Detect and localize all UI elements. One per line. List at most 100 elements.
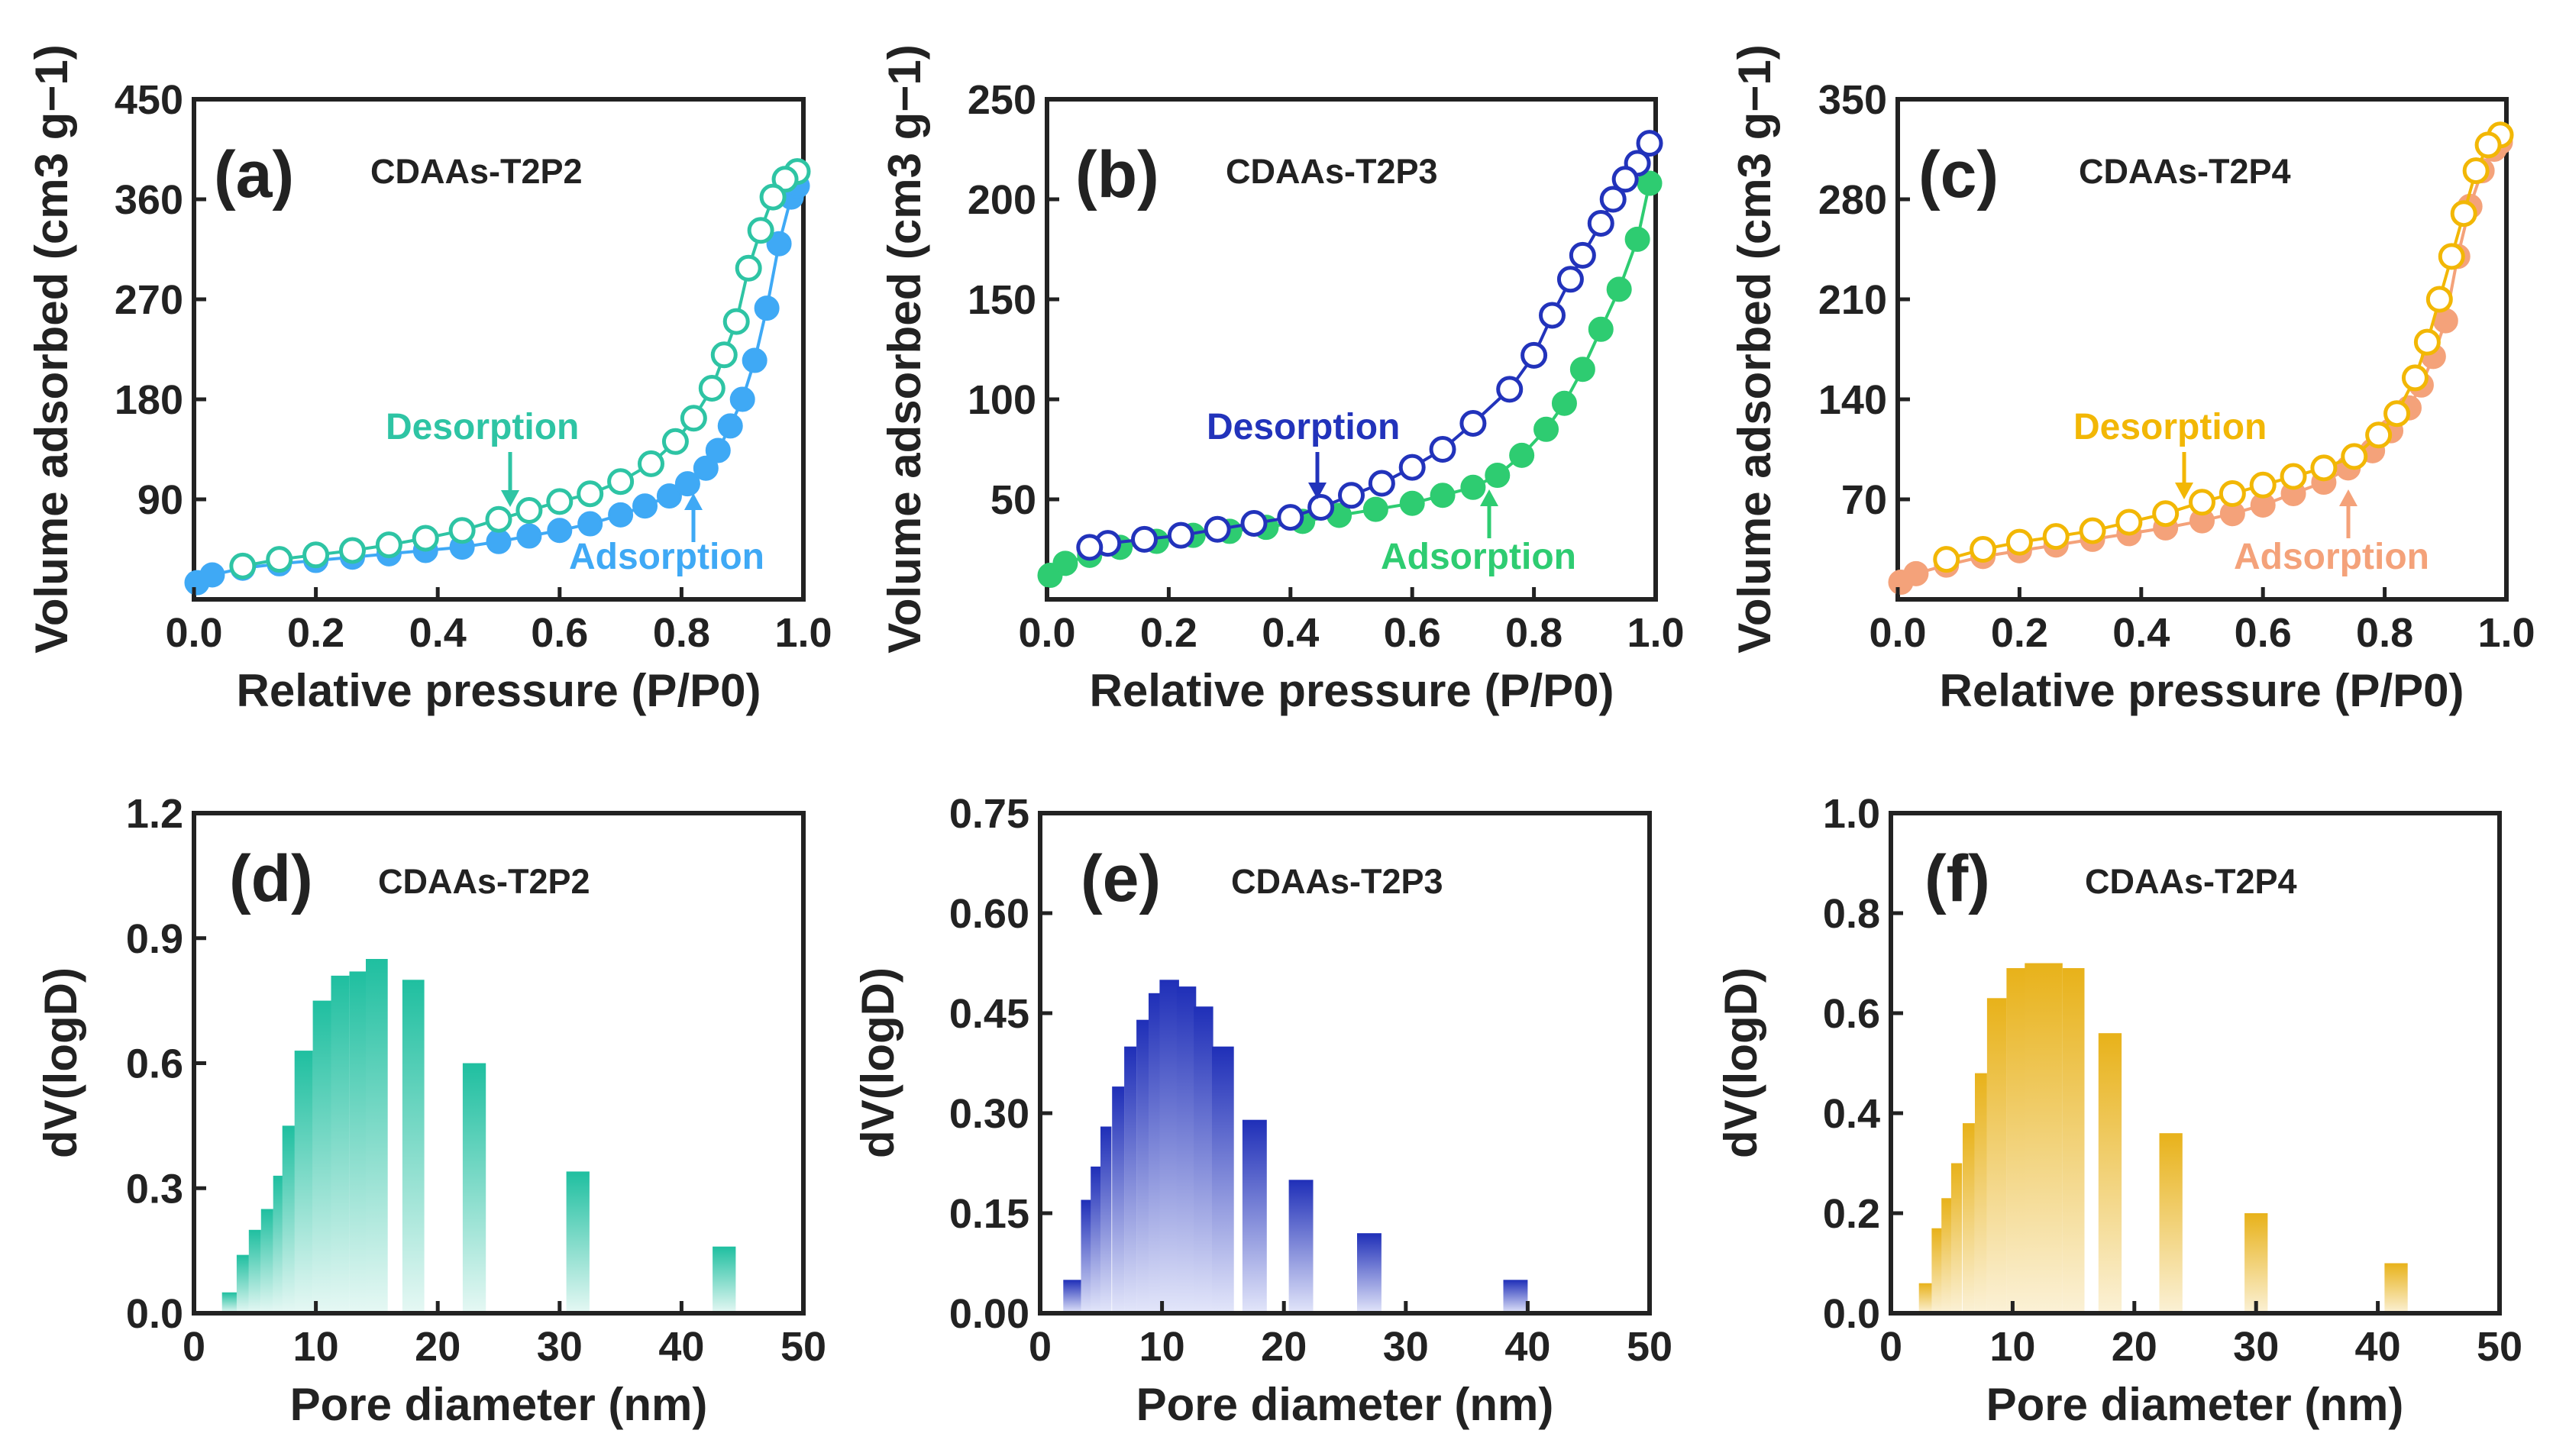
y-tick-label: 1.2 — [126, 791, 183, 837]
adsorption-point — [486, 528, 512, 554]
adsorption-point — [199, 562, 225, 588]
histogram-bar — [2025, 963, 2044, 1313]
y-tick-label: 0.8 — [1823, 891, 1880, 937]
adsorption-annotation: Adsorption — [569, 537, 764, 577]
x-tick-label: 0.0 — [1869, 610, 1926, 656]
adsorption-point — [717, 413, 743, 439]
histogram-bar — [1212, 1046, 1234, 1313]
x-tick-label: 40 — [658, 1324, 704, 1370]
x-tick-label: 1.0 — [1627, 610, 1684, 656]
adsorption-point — [577, 511, 603, 537]
desorption-point — [577, 480, 604, 508]
desorption-point — [722, 308, 750, 335]
histogram-bar — [1159, 980, 1179, 1313]
y-tick-label: 280 — [1818, 177, 1887, 223]
y-axis-label: Volume adsorbed (cm3 g−1) — [1729, 44, 1780, 653]
x-axis-label: Relative pressure (P/P0) — [1940, 665, 2464, 716]
x-tick-label: 40 — [2355, 1324, 2401, 1370]
histogram-bar — [260, 1209, 273, 1313]
desorption-point — [2219, 480, 2246, 508]
histogram-bar — [2244, 1213, 2268, 1313]
desorption-point — [375, 531, 402, 559]
desorption-point — [2474, 131, 2502, 159]
y-axis-label: dV(logD) — [1715, 967, 1766, 1158]
y-tick-label: 450 — [115, 77, 183, 123]
desorption-point — [1556, 266, 1584, 293]
adsorption-point — [705, 437, 731, 463]
desorption-point — [266, 546, 293, 573]
x-tick-label: 0.2 — [1991, 610, 2048, 656]
x-tick-label: 0.0 — [1018, 610, 1075, 656]
desorption-point — [1496, 376, 1524, 403]
desorption-point — [2152, 500, 2180, 528]
plot-frame — [1038, 811, 1652, 1316]
y-tick-label: 100 — [968, 377, 1036, 423]
y-tick-label: 360 — [115, 177, 183, 223]
adsorption-point — [1533, 416, 1559, 442]
x-tick-label: 1.0 — [2477, 610, 2535, 656]
histogram-bar — [294, 1051, 313, 1313]
x-tick-label: 50 — [2477, 1324, 2522, 1370]
histogram-bar — [1357, 1233, 1382, 1313]
adsorption-point — [1052, 550, 1078, 576]
bars-f — [1918, 963, 2408, 1313]
panel-label: (d) — [229, 842, 313, 915]
adsorption-point — [2432, 308, 2458, 334]
adsorption-arrowhead — [2339, 489, 2357, 506]
x-tick-label: 1.0 — [774, 610, 832, 656]
ticks-b: 0.0 0.2 0.4 0.6 0.8 1.0 50 100 150 200 250 — [968, 77, 1685, 656]
x-tick-label: 0 — [1029, 1324, 1052, 1370]
adsorption-point — [608, 502, 634, 528]
histogram-bar — [1081, 1199, 1092, 1313]
y-tick-label: 90 — [137, 477, 183, 523]
desorption-point — [448, 517, 476, 544]
histogram-bar — [2098, 1033, 2122, 1313]
adsorption-point — [632, 493, 658, 519]
x-tick-label: 30 — [537, 1324, 583, 1370]
x-tick-label: 0.2 — [1140, 610, 1197, 656]
y-tick-label: 0.2 — [1823, 1191, 1880, 1237]
desorption-point — [2280, 463, 2307, 490]
y-axis-label: dV(logD) — [35, 967, 86, 1158]
desorption-point — [2115, 508, 2143, 536]
desorption-point — [1277, 504, 1304, 531]
desorption-point — [2249, 471, 2277, 499]
ticks-c: 0.0 0.2 0.4 0.6 0.8 1.0 70 140 210 280 350 — [1818, 77, 2535, 656]
desorption-point — [1167, 521, 1194, 549]
histogram-bar — [713, 1246, 736, 1313]
y-tick-label: 180 — [115, 377, 183, 423]
desorption-point — [1636, 130, 1663, 157]
sample-title: CDAAs-T2P3 — [1231, 862, 1443, 901]
y-tick-label: 0.15 — [949, 1191, 1029, 1237]
adsorption-point — [1399, 490, 1425, 516]
adsorption-annotation: Adsorption — [2234, 537, 2429, 577]
histogram-bar — [1112, 1086, 1125, 1313]
histogram-bar — [402, 980, 425, 1313]
desorption-point — [1459, 409, 1487, 437]
histogram-bar — [312, 1000, 331, 1313]
y-tick-label: 140 — [1818, 377, 1887, 423]
y-axis-label: Volume adsorbed (cm3 g−1) — [879, 44, 930, 653]
x-axis-label: Pore diameter (nm) — [290, 1379, 708, 1430]
histogram-bar — [2159, 1133, 2183, 1313]
desorption-point — [2005, 528, 2033, 556]
sample-title: CDAAs-T2P3 — [1226, 152, 1438, 191]
adsorption-point — [674, 471, 700, 497]
histogram-bar — [1986, 998, 2007, 1313]
panel-b: 0.0 0.2 0.4 0.6 0.8 1.0 50 100 150 200 250 (b) CDA… — [879, 44, 1685, 716]
desorption-point — [1131, 525, 1159, 553]
sample-title: CDAAs-T2P4 — [2085, 862, 2297, 901]
histogram-bar — [1950, 1163, 1963, 1313]
desorption-point — [1307, 493, 1335, 521]
y-tick-label: 0.00 — [949, 1291, 1029, 1337]
x-tick-label: 0.8 — [1505, 610, 1563, 656]
adsorption-point — [729, 386, 755, 412]
histogram-bar — [1931, 1228, 1943, 1313]
desorption-arrowhead — [1308, 483, 1327, 499]
desorption-point — [1076, 534, 1104, 561]
y-tick-label: 0.75 — [949, 791, 1029, 837]
x-axis-label: Relative pressure (P/P0) — [1090, 665, 1614, 716]
y-tick-label: 0.9 — [126, 916, 183, 962]
histogram-bar — [1194, 1006, 1213, 1313]
